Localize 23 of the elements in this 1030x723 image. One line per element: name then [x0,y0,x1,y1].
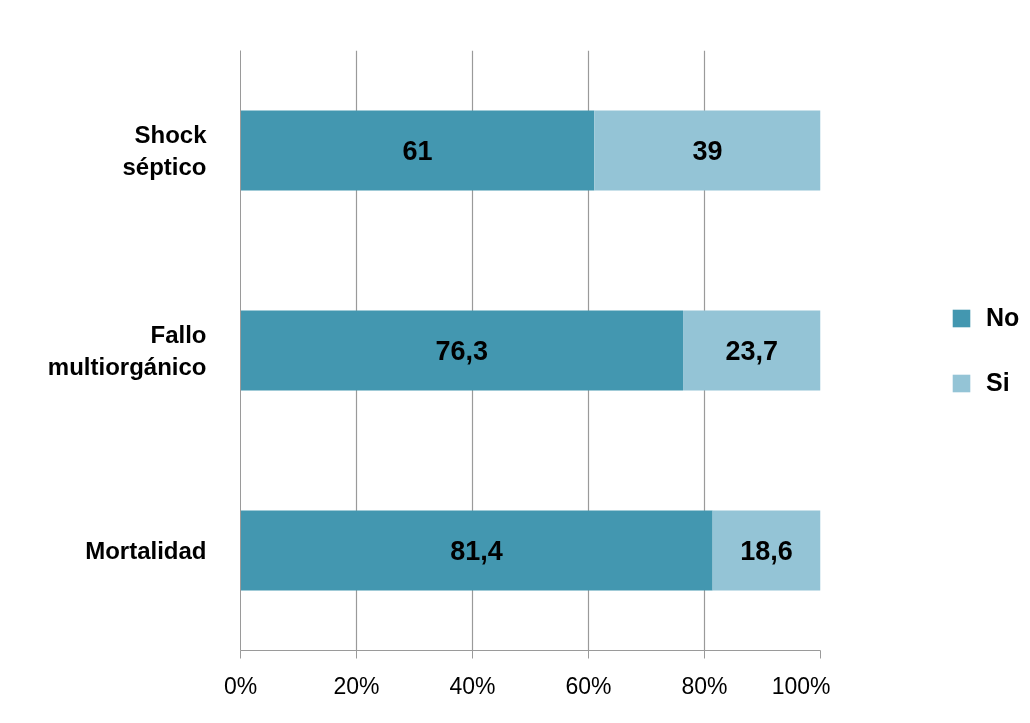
bar [712,510,821,591]
y-tick-label: Fallo multiorgánico [47,320,207,381]
x-tick-label: 40% [449,672,496,699]
x-tick-label: 0% [223,672,258,699]
data-label: 18,6 [740,536,793,566]
data-label: 23,7 [725,336,779,366]
legend-label: No [986,303,1020,332]
x-tick-label: 100% [771,672,831,699]
bar [240,510,713,591]
data-label: 61 [402,136,433,166]
y-tick-label: Mortalidad [85,537,207,564]
bar [594,110,821,191]
data-label: 39 [692,136,723,166]
bar [240,310,684,391]
legend-label: Si [986,368,1010,397]
y-tick-label: Shock séptico [122,120,208,181]
x-tick-label: 60% [565,672,612,699]
x-tick-label: 20% [333,672,380,699]
x-tick-label: 80% [681,672,728,699]
data-label: 76,3 [435,336,489,366]
bar [683,310,821,391]
data-label: 81,4 [450,536,503,566]
bar [240,110,595,191]
